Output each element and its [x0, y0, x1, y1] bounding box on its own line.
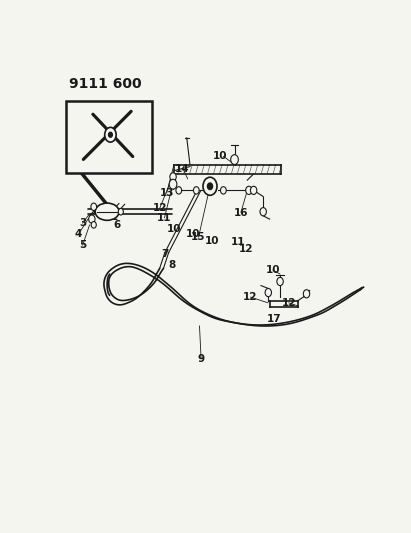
- Text: 8: 8: [169, 261, 176, 270]
- Text: 14: 14: [175, 164, 189, 174]
- Text: 8: 8: [69, 159, 77, 168]
- Circle shape: [91, 203, 97, 211]
- Circle shape: [109, 132, 112, 137]
- Circle shape: [176, 187, 182, 194]
- Circle shape: [250, 186, 257, 195]
- Text: 9111 600: 9111 600: [69, 77, 141, 91]
- Ellipse shape: [95, 203, 119, 220]
- Circle shape: [170, 173, 176, 181]
- Text: 4: 4: [75, 229, 82, 239]
- Text: 11: 11: [157, 213, 172, 223]
- Text: 15: 15: [191, 232, 206, 242]
- Circle shape: [303, 290, 310, 298]
- Circle shape: [89, 215, 95, 223]
- Circle shape: [91, 222, 96, 228]
- Text: 12: 12: [238, 245, 253, 254]
- Circle shape: [169, 179, 177, 189]
- Circle shape: [208, 183, 212, 190]
- Text: 12: 12: [282, 298, 296, 308]
- Text: 12: 12: [152, 204, 167, 213]
- Text: 3: 3: [79, 218, 86, 228]
- Circle shape: [260, 207, 266, 216]
- Circle shape: [231, 155, 238, 165]
- Text: 10: 10: [205, 236, 219, 246]
- Circle shape: [118, 208, 123, 215]
- Circle shape: [277, 277, 283, 286]
- Text: 10: 10: [266, 265, 280, 275]
- Text: 12: 12: [243, 292, 258, 302]
- Text: 10: 10: [186, 229, 201, 239]
- Text: 1: 1: [91, 206, 98, 216]
- Text: 17: 17: [266, 314, 281, 324]
- Text: 13: 13: [159, 188, 174, 198]
- Circle shape: [203, 177, 217, 195]
- Bar: [66, 101, 152, 173]
- Circle shape: [194, 187, 199, 194]
- Circle shape: [246, 186, 252, 195]
- Text: 8: 8: [71, 166, 78, 176]
- Text: 16: 16: [233, 207, 248, 217]
- Circle shape: [105, 127, 116, 142]
- Text: 9: 9: [198, 353, 205, 364]
- Text: 5: 5: [79, 240, 86, 251]
- Circle shape: [221, 187, 226, 194]
- Text: 10: 10: [167, 224, 181, 234]
- Text: 6: 6: [113, 220, 120, 230]
- Text: 2: 2: [110, 212, 117, 222]
- Circle shape: [265, 288, 272, 297]
- Text: 11: 11: [231, 238, 245, 247]
- Text: 7: 7: [161, 249, 168, 259]
- Text: 10: 10: [213, 151, 227, 161]
